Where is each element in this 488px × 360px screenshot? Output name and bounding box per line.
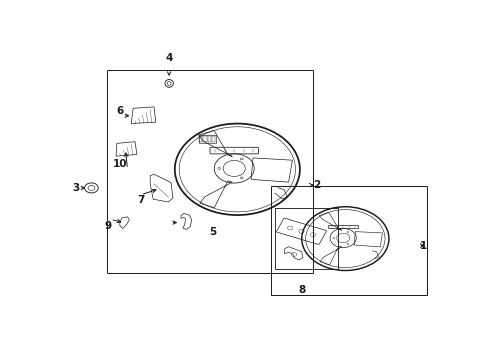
Bar (275, 208, 337, 269)
Bar (199, 136, 202, 141)
Text: 6: 6 (116, 106, 123, 116)
Bar (198, 135, 216, 143)
Bar (203, 136, 206, 141)
Bar (106, 69, 312, 273)
Text: 7: 7 (137, 195, 144, 205)
Text: 10: 10 (112, 159, 127, 169)
Bar (271, 186, 426, 296)
Text: 5: 5 (209, 227, 216, 237)
Text: 8: 8 (298, 285, 305, 295)
Bar (212, 136, 215, 141)
Text: 9: 9 (105, 221, 112, 231)
Text: 2: 2 (313, 180, 320, 190)
Text: 4: 4 (165, 53, 172, 63)
Bar (207, 136, 210, 141)
Text: 3: 3 (72, 183, 79, 193)
Text: 1: 1 (419, 240, 426, 251)
Bar (327, 225, 358, 228)
